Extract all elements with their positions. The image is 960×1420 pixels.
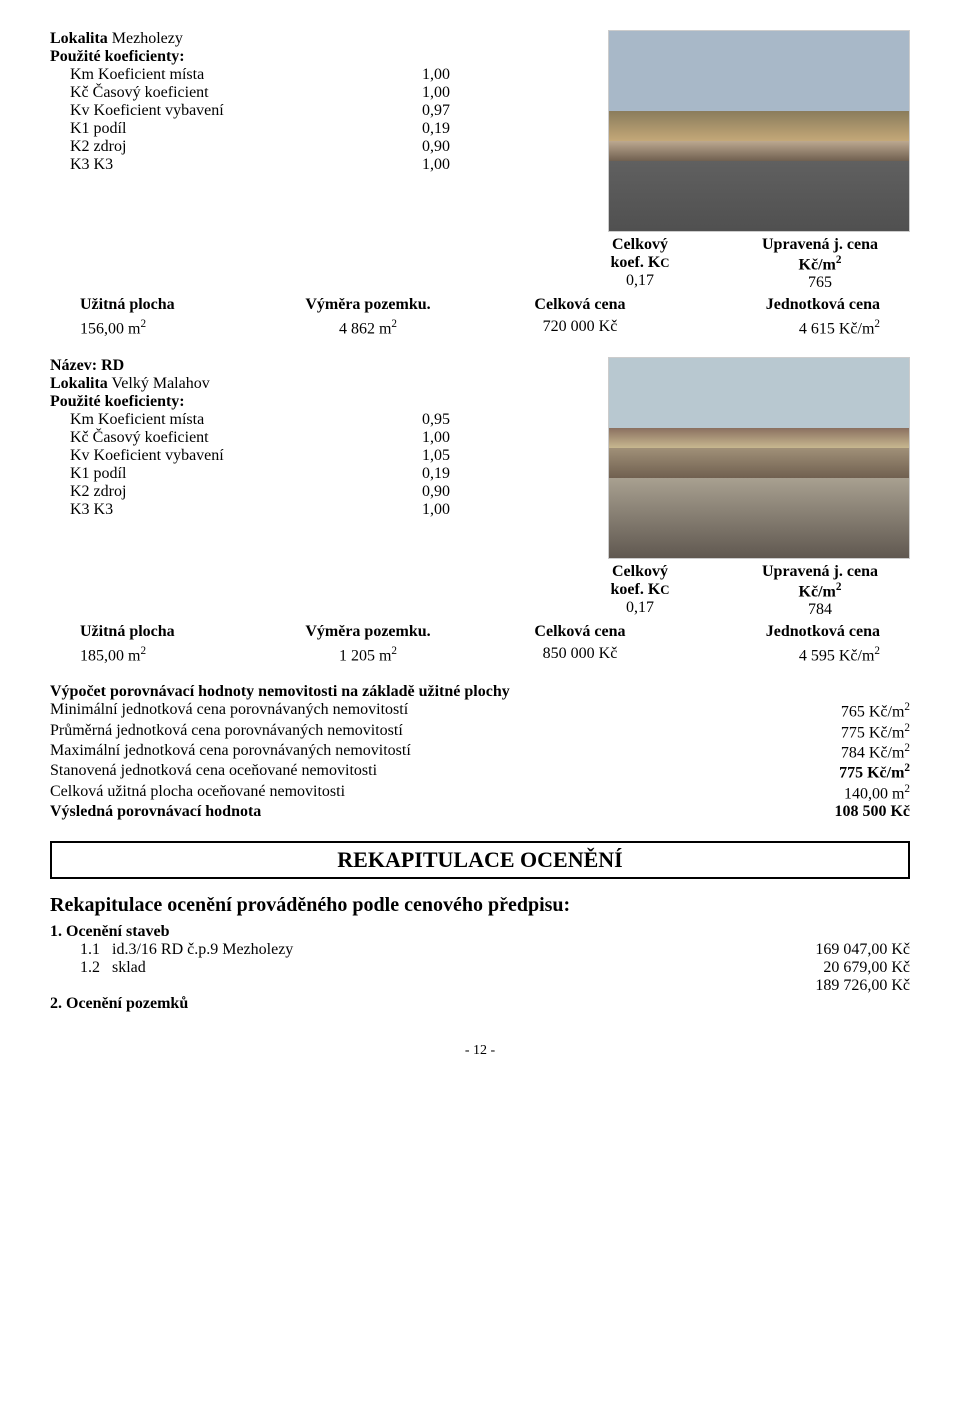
- calc-row: Minimální jednotková cena porovnávaných …: [50, 701, 910, 721]
- recap-subitem: 1.2 sklad 20 679,00 Kč: [80, 959, 910, 977]
- property-block-1: Lokalita Mezholezy Použité koeficienty: …: [50, 30, 910, 339]
- coef-row: K1 podíl0,19: [70, 465, 450, 483]
- calc-row: Celková užitná plocha oceňované nemovito…: [50, 783, 910, 803]
- name-line: Název: RD: [50, 357, 588, 375]
- recap-item-2: 2. Ocenění pozemků: [50, 995, 910, 1013]
- calc-title: Výpočet porovnávací hodnoty nemovitosti …: [50, 683, 910, 701]
- property-photo: [608, 357, 910, 559]
- calc-row: Stanovená jednotková cena oceňované nemo…: [50, 762, 910, 782]
- property-photo: [608, 30, 910, 232]
- calc-row: Průměrná jednotková cena porovnávaných n…: [50, 722, 910, 742]
- coef-row: K2 zdroj0,90: [70, 483, 450, 501]
- locality-line: Lokalita Mezholezy: [50, 30, 588, 48]
- used-coef-label: Použité koeficienty:: [50, 393, 588, 411]
- recap-subtotal: 189 726,00 Kč: [50, 977, 910, 995]
- locality-line: Lokalita Velký Malahov: [50, 375, 588, 393]
- coef-row: Km Koeficient místa1,00: [70, 66, 450, 84]
- page-number: - 12 -: [50, 1043, 910, 1059]
- property-block-2: Název: RD Lokalita Velký Malahov Použité…: [50, 357, 910, 666]
- summary-header: Užitná plocha Výměra pozemku. Celková ce…: [50, 296, 910, 314]
- used-coef-label: Použité koeficienty:: [50, 48, 588, 66]
- recap-item-1: 1. Ocenění staveb: [50, 923, 910, 941]
- calculation-section: Výpočet porovnávací hodnoty nemovitosti …: [50, 683, 910, 821]
- recap-title-box: REKAPITULACE OCENĚNÍ: [50, 841, 910, 879]
- coef-row: Kv Koeficient vybavení1,05: [70, 447, 450, 465]
- recap-section: Rekapitulace ocenění prováděného podle c…: [50, 894, 910, 1013]
- calc-row: Výsledná porovnávací hodnota108 500 Kč: [50, 803, 910, 821]
- coef-row: K1 podíl0,19: [70, 120, 450, 138]
- coef-row: Kv Koeficient vybavení0,97: [70, 102, 450, 120]
- summary-values: 185,00 m2 1 205 m2 850 000 Kč 4 595 Kč/m…: [50, 645, 910, 665]
- result-block: Celkový koef. KC 0,17 Upravená j. cena K…: [50, 563, 910, 619]
- summary-values: 156,00 m2 4 862 m2 720 000 Kč 4 615 Kč/m…: [50, 318, 910, 338]
- summary-header: Užitná plocha Výměra pozemku. Celková ce…: [50, 623, 910, 641]
- calc-row: Maximální jednotková cena porovnávaných …: [50, 742, 910, 762]
- result-block: Celkový koef. KC 0,17 Upravená j. cena K…: [50, 236, 910, 292]
- coef-row: Km Koeficient místa0,95: [70, 411, 450, 429]
- coef-row: Kč Časový koeficient1,00: [70, 84, 450, 102]
- recap-heading: Rekapitulace ocenění prováděného podle c…: [50, 894, 910, 917]
- coef-row: Kč Časový koeficient1,00: [70, 429, 450, 447]
- coef-row: K3 K31,00: [70, 501, 450, 519]
- coef-row: K3 K31,00: [70, 156, 450, 174]
- coef-row: K2 zdroj0,90: [70, 138, 450, 156]
- recap-subitem: 1.1 id.3/16 RD č.p.9 Mezholezy 169 047,0…: [80, 941, 910, 959]
